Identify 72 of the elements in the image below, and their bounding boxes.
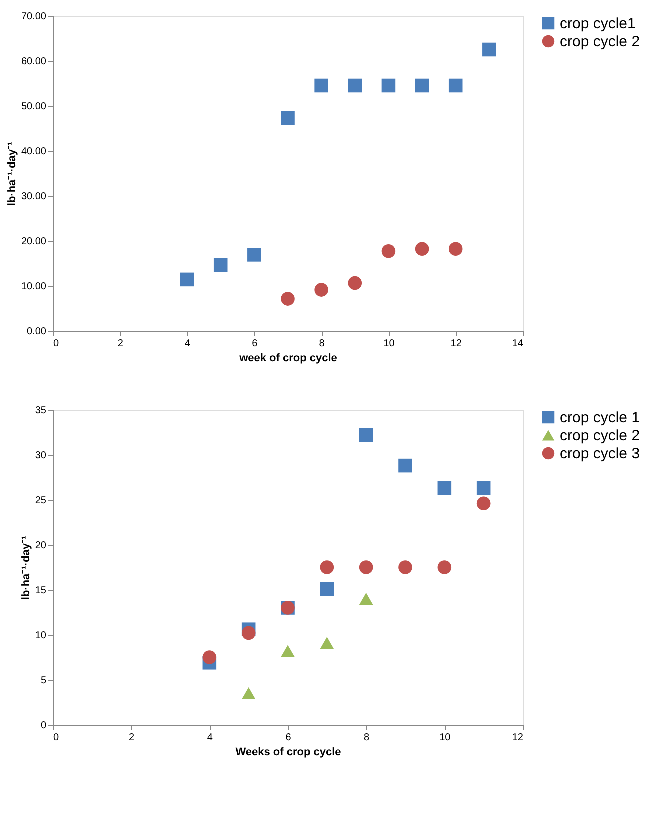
point <box>476 481 491 496</box>
y-axis-title: lb·ha⁻¹·day⁻¹ <box>20 536 32 600</box>
x-axis-title: Weeks of crop cycle <box>236 746 342 758</box>
x-tick-label: 14 <box>512 338 524 350</box>
x-tick-label: 2 <box>118 338 124 350</box>
point <box>359 428 374 442</box>
y-tick-label: 60.00 <box>21 56 47 68</box>
x-tick-label: 6 <box>286 732 292 744</box>
point <box>482 42 496 57</box>
y-tick-label: 15 <box>35 586 47 596</box>
x-tick-label: 10 <box>384 338 396 350</box>
y-tick-label: 20.00 <box>21 236 47 248</box>
point <box>242 688 256 700</box>
x-tick-label: 12 <box>512 732 524 744</box>
x-tick-label: 10 <box>440 732 452 744</box>
legend-label: crop cycle1 <box>560 16 636 32</box>
x-tick-label: 0 <box>54 338 60 350</box>
point <box>415 78 430 93</box>
y-tick-label: 0 <box>40 720 47 732</box>
x-axis-title: week of crop cycle <box>238 352 338 364</box>
y-tick-label: 5 <box>40 676 47 686</box>
point <box>320 637 334 650</box>
point <box>180 272 194 287</box>
point <box>320 560 334 574</box>
y-tick-label: 25 <box>35 496 47 506</box>
x-tick-label: 2 <box>129 732 136 744</box>
point <box>281 111 295 126</box>
x-tick-label: 12 <box>450 338 462 350</box>
point <box>348 78 362 93</box>
point <box>242 626 256 640</box>
point <box>398 458 412 473</box>
x-tick-label: 8 <box>364 732 370 744</box>
point <box>448 78 463 93</box>
point <box>314 283 328 297</box>
point <box>248 248 262 262</box>
point <box>398 560 412 574</box>
y-tick-label: 35 <box>35 406 47 416</box>
y-axis-title: lb·ha⁻¹·day⁻¹ <box>6 142 18 206</box>
point <box>476 496 491 510</box>
point <box>320 582 334 596</box>
point <box>314 78 328 93</box>
y-tick-label: 50.00 <box>21 102 47 112</box>
y-tick-label: 10 <box>35 630 47 642</box>
point <box>438 560 452 574</box>
y-tick-label: 10.00 <box>21 282 47 292</box>
point <box>281 292 295 306</box>
x-tick-label: 4 <box>185 338 192 350</box>
point <box>214 258 228 272</box>
x-tick-label: 8 <box>319 338 326 350</box>
legend-label: crop cycle 1 <box>560 410 640 426</box>
point <box>382 78 396 93</box>
y-tick-label: 30.00 <box>21 192 47 202</box>
point <box>202 650 217 664</box>
y-tick-label: 40.00 <box>21 146 47 158</box>
point <box>415 242 430 256</box>
point <box>281 645 295 658</box>
point <box>348 276 362 290</box>
point <box>448 242 463 256</box>
y-tick-label: 20 <box>35 540 47 552</box>
legend-label: crop cycle 3 <box>560 446 640 462</box>
x-tick-label: 4 <box>207 732 214 744</box>
x-tick-label: 6 <box>252 338 258 350</box>
y-tick-label: 30 <box>35 450 47 462</box>
point <box>438 481 452 496</box>
y-tick-label: 0.00 <box>27 326 47 338</box>
y-tick-label: 70.00 <box>21 12 47 22</box>
legend-label: crop cycle 2 <box>560 428 640 444</box>
point <box>382 244 396 258</box>
point <box>359 593 374 605</box>
x-tick-label: 0 <box>54 732 60 744</box>
point <box>359 560 374 574</box>
legend-label: crop cycle 2 <box>560 34 640 50</box>
